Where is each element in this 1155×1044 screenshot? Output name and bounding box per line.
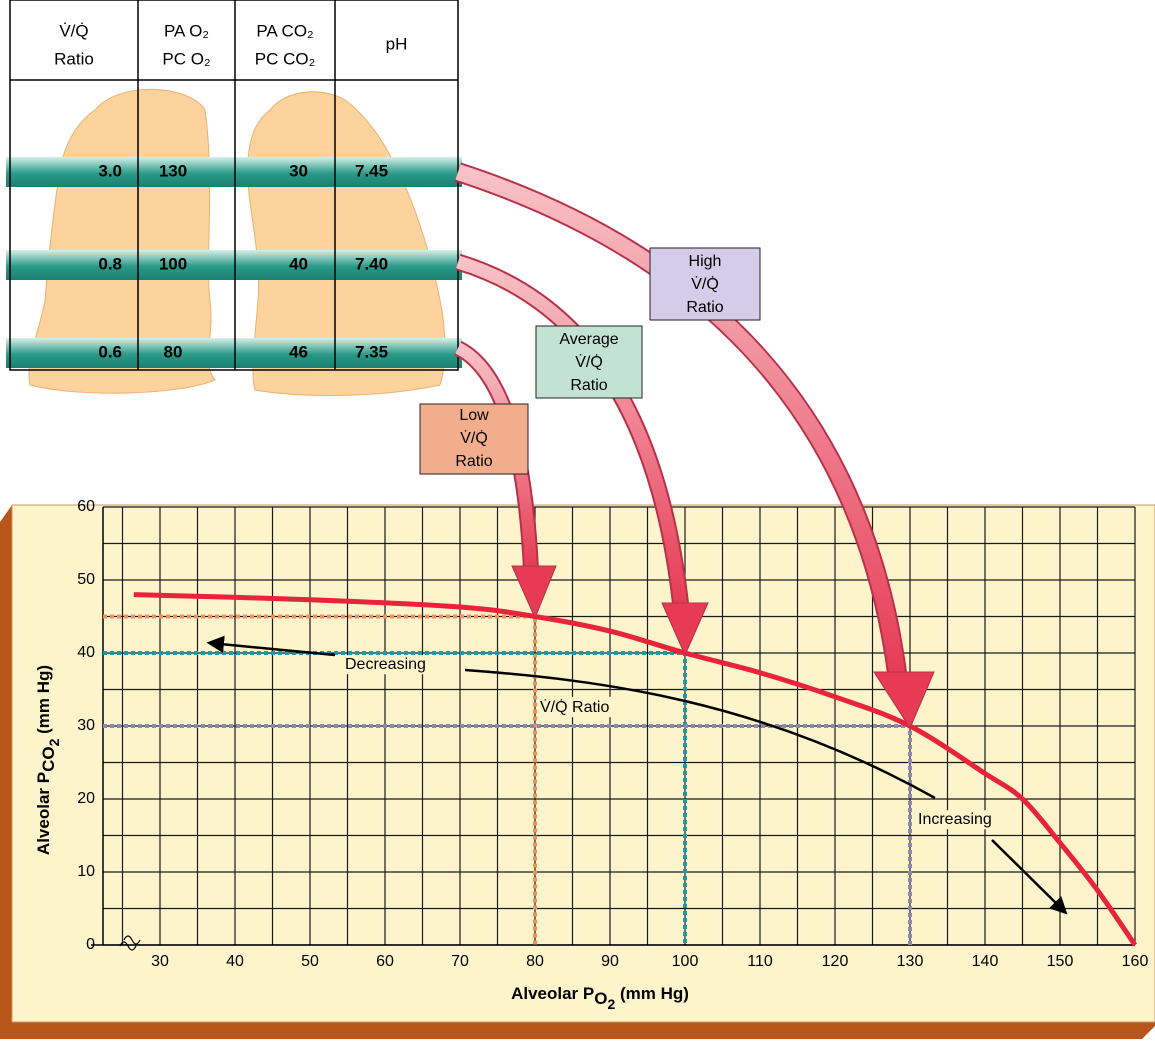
x-tick-label: 150	[1047, 953, 1074, 970]
box-label: Ratio	[686, 299, 723, 316]
annotation: V̇/Q̇ Ratio	[540, 698, 609, 716]
arrow-head	[873, 671, 935, 730]
table-cell: 100	[159, 254, 187, 273]
header-cell: PC O₂	[162, 49, 210, 68]
header-cell: PA CO₂	[256, 21, 313, 40]
x-tick-label: 110	[747, 953, 773, 970]
plot: 30 40 50 60 70 80 90 100 110 120 130 140 150 160 0 10 20…	[34, 498, 1148, 1011]
axis-label: Alveolar PO2 (mm Hg)	[511, 984, 689, 1011]
arrow-head	[661, 602, 709, 657]
y-tick-label: 20	[77, 790, 95, 807]
x-tick-label: 60	[376, 953, 394, 970]
box-label: V̇/Q̇	[460, 429, 488, 447]
header-cell: pH	[386, 34, 408, 53]
table-cell: 46	[289, 342, 308, 361]
axis-label-part: (mm Hg)	[34, 665, 53, 739]
table-border	[9, 0, 459, 371]
y-tick-label: 30	[77, 717, 95, 734]
table-cell: 3.0	[98, 161, 122, 180]
band	[6, 250, 462, 280]
table-cell: 0.8	[98, 254, 122, 273]
box-label: High	[689, 253, 722, 270]
x-tick-label: 40	[226, 953, 244, 970]
x-tick-label: 100	[672, 953, 699, 970]
table-cell: 7.45	[355, 161, 388, 180]
table-cell: 0.6	[98, 342, 122, 361]
box-label: Ratio	[455, 453, 492, 470]
axis-label-part: (mm Hg)	[615, 984, 689, 1003]
arrow-head	[511, 565, 557, 620]
axis-break	[119, 935, 141, 951]
label-box	[419, 403, 529, 475]
axis-label-part: Alveolar P	[34, 772, 53, 855]
y-tick-label: 0	[86, 936, 95, 953]
box-label: Average	[559, 331, 618, 348]
axis-label-part: 2	[46, 738, 62, 746]
box-label: Ratio	[570, 377, 607, 394]
annotation-bg	[915, 810, 995, 830]
axis-label-part: O	[594, 989, 607, 1008]
x-tick-label: 140	[972, 953, 999, 970]
annotation: Increasing	[918, 811, 992, 828]
x-tick-label: 160	[1122, 953, 1149, 970]
box-label: Low	[459, 407, 489, 424]
curve	[133, 592, 1138, 947]
table-cell: 30	[289, 161, 308, 180]
x-tick-label: 120	[822, 953, 849, 970]
axis-label: Alveolar PCO2 (mm Hg)	[34, 665, 61, 855]
annotation-bg	[342, 655, 429, 675]
x-tick-label: 30	[151, 953, 169, 970]
box-label: V̇/Q̇	[575, 353, 603, 371]
band	[6, 338, 462, 368]
trend-curve	[464, 668, 936, 800]
table: V̇/Q̇ Ratio PA O₂ PC O₂ PA CO₂ PC CO₂ pH 3.0 130…	[6, 0, 462, 396]
annotation: Decreasing	[345, 656, 426, 673]
arrow-decreasing	[206, 635, 336, 657]
guide-line	[103, 614, 537, 945]
panel-face	[11, 504, 1155, 1023]
header-cell: PC CO₂	[255, 49, 315, 68]
band	[6, 157, 462, 187]
table-cell: 7.35	[355, 342, 388, 361]
x-tick-label: 70	[451, 953, 469, 970]
y-tick-label: 50	[77, 571, 95, 588]
annotation-bg	[537, 696, 613, 718]
x-tick-label: 130	[897, 953, 924, 970]
x-tick-label: 90	[601, 953, 619, 970]
arrow-increasing	[991, 839, 1068, 915]
arrows: High V̇/Q̇ Ratio Average V̇/Q̇ Ratio Low V̇/Q̇ R…	[419, 162, 935, 730]
table-cell: 7.40	[355, 254, 388, 273]
axis-label-part: 2	[607, 996, 615, 1012]
y-tick-label: 10	[77, 863, 95, 880]
arrow-high	[455, 164, 906, 682]
header-cell: PA O₂	[164, 21, 209, 40]
table-cell: 130	[159, 161, 187, 180]
header-cell: V̇/Q̇	[59, 21, 88, 40]
table-cell: 80	[164, 342, 183, 361]
axis-label-part: CO	[39, 746, 58, 772]
chart-panel	[0, 504, 1155, 1039]
axis-label-part: Alveolar P	[511, 984, 594, 1003]
header-cell: Ratio	[54, 49, 94, 68]
y-tick-label: 40	[77, 644, 95, 661]
label-box	[649, 247, 761, 321]
box-label: V̇/Q̇	[691, 275, 719, 293]
y-tick-label: 60	[77, 498, 95, 515]
x-tick-label: 80	[526, 953, 544, 970]
x-tick-label: 50	[301, 953, 319, 970]
annotations: Decreasing V̇/Q̇ Ratio Increasing	[119, 635, 1068, 951]
table-cell: 40	[289, 254, 308, 273]
label-box	[535, 325, 643, 399]
